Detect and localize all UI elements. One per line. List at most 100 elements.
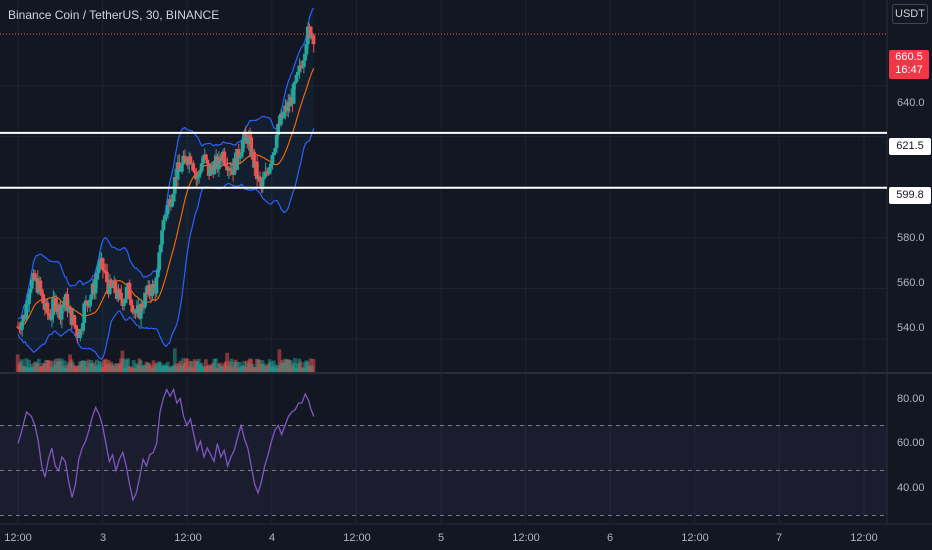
candle-body [295,71,300,75]
rsi-line [17,387,315,502]
candle-body [154,277,159,294]
volume-bar [62,360,67,372]
volume-bar [172,348,177,372]
candle-body [97,259,102,267]
candle-body [196,173,201,177]
candle-body [165,204,170,214]
time-tick: 5 [437,532,445,544]
volume-bar [48,361,53,372]
candle-body [124,286,129,299]
candle-body [308,26,313,38]
volume-bar [126,358,130,372]
candle-body [140,303,145,309]
candle-body [59,308,64,320]
candle-body [32,272,37,281]
candle-body [252,151,256,168]
candle-body [222,151,227,164]
candle-body [228,168,232,171]
price-tick: 580.0 [897,232,925,244]
candle-body [117,289,122,293]
candle-body [254,161,259,180]
candle-body [179,164,184,172]
rsi-tick: 40.00 [897,482,925,494]
candle-body [273,147,278,153]
candle-body [212,160,217,175]
time-tick: 12:00 [512,532,540,544]
candle-body [96,266,101,274]
candle-body [45,302,50,313]
candle-body [293,81,297,84]
time-tick: 12:00 [4,532,32,544]
time-tick: 4 [268,532,276,544]
price-tick: 560.0 [897,277,925,289]
level-tag[interactable]: 621.5 [889,138,931,155]
candle-body [262,176,266,180]
candle-body [240,140,245,153]
candle-body [218,157,222,162]
candle-body [119,292,123,301]
candle-body [82,303,87,323]
candle-body [155,270,160,278]
candle-body [304,44,309,55]
candle-body [274,135,279,148]
candle-body [191,163,196,171]
volume-bar [308,358,313,372]
volume-bar [204,359,208,372]
candle-body [29,279,34,289]
candle-body [247,135,252,138]
candle-body [205,159,210,164]
bollinger-lower-line [17,128,315,361]
candle-body [201,158,205,164]
candle-body [204,154,208,160]
candle-body [264,171,269,173]
candle-body [198,171,203,174]
last-price-tag: 660.5 16:47 [889,50,929,79]
candle-body [27,293,31,304]
candle-body [147,285,152,295]
candle-body [260,179,265,187]
volume-bar [298,361,303,372]
candle-body [121,303,126,306]
currency-selector[interactable]: USDT [892,4,928,24]
candle-body [242,132,247,141]
candle-body [20,321,24,330]
volume-bar [131,360,136,372]
volume-bar [27,359,31,372]
level-tag[interactable]: 599.8 [889,187,931,204]
candle-body [38,280,43,290]
candle-body [257,176,262,181]
candle-body [239,152,244,157]
candle-body [28,288,33,294]
price-tick: 640.0 [897,97,925,109]
volume-bar [20,359,24,372]
candle-body [46,312,51,316]
bar-countdown: 16:47 [895,64,923,76]
candle-body [301,60,306,68]
candle-body [113,280,118,294]
candle-body [134,308,139,314]
volume-bar [277,349,282,372]
bollinger-fill [18,7,314,360]
candle-body [78,329,82,338]
candle-body [61,304,65,309]
time-tick: 3 [99,532,107,544]
candle-body [80,322,85,331]
candle-body [138,303,143,319]
volume-bar [189,361,194,372]
candle-body [188,156,193,165]
last-price-value: 660.5 [895,51,923,63]
volume-bar [185,358,190,372]
candle-body [267,167,272,174]
candle-body [55,311,60,313]
time-tick: 12:00 [343,532,371,544]
candle-body [66,306,71,312]
candle-body [297,65,302,72]
candle-body [49,314,54,320]
candle-body [123,298,128,304]
candle-body [160,230,164,245]
candle-body [141,306,146,309]
time-tick: 12:00 [850,532,878,544]
candle-body [298,65,303,67]
time-tick: 12:00 [174,532,202,544]
